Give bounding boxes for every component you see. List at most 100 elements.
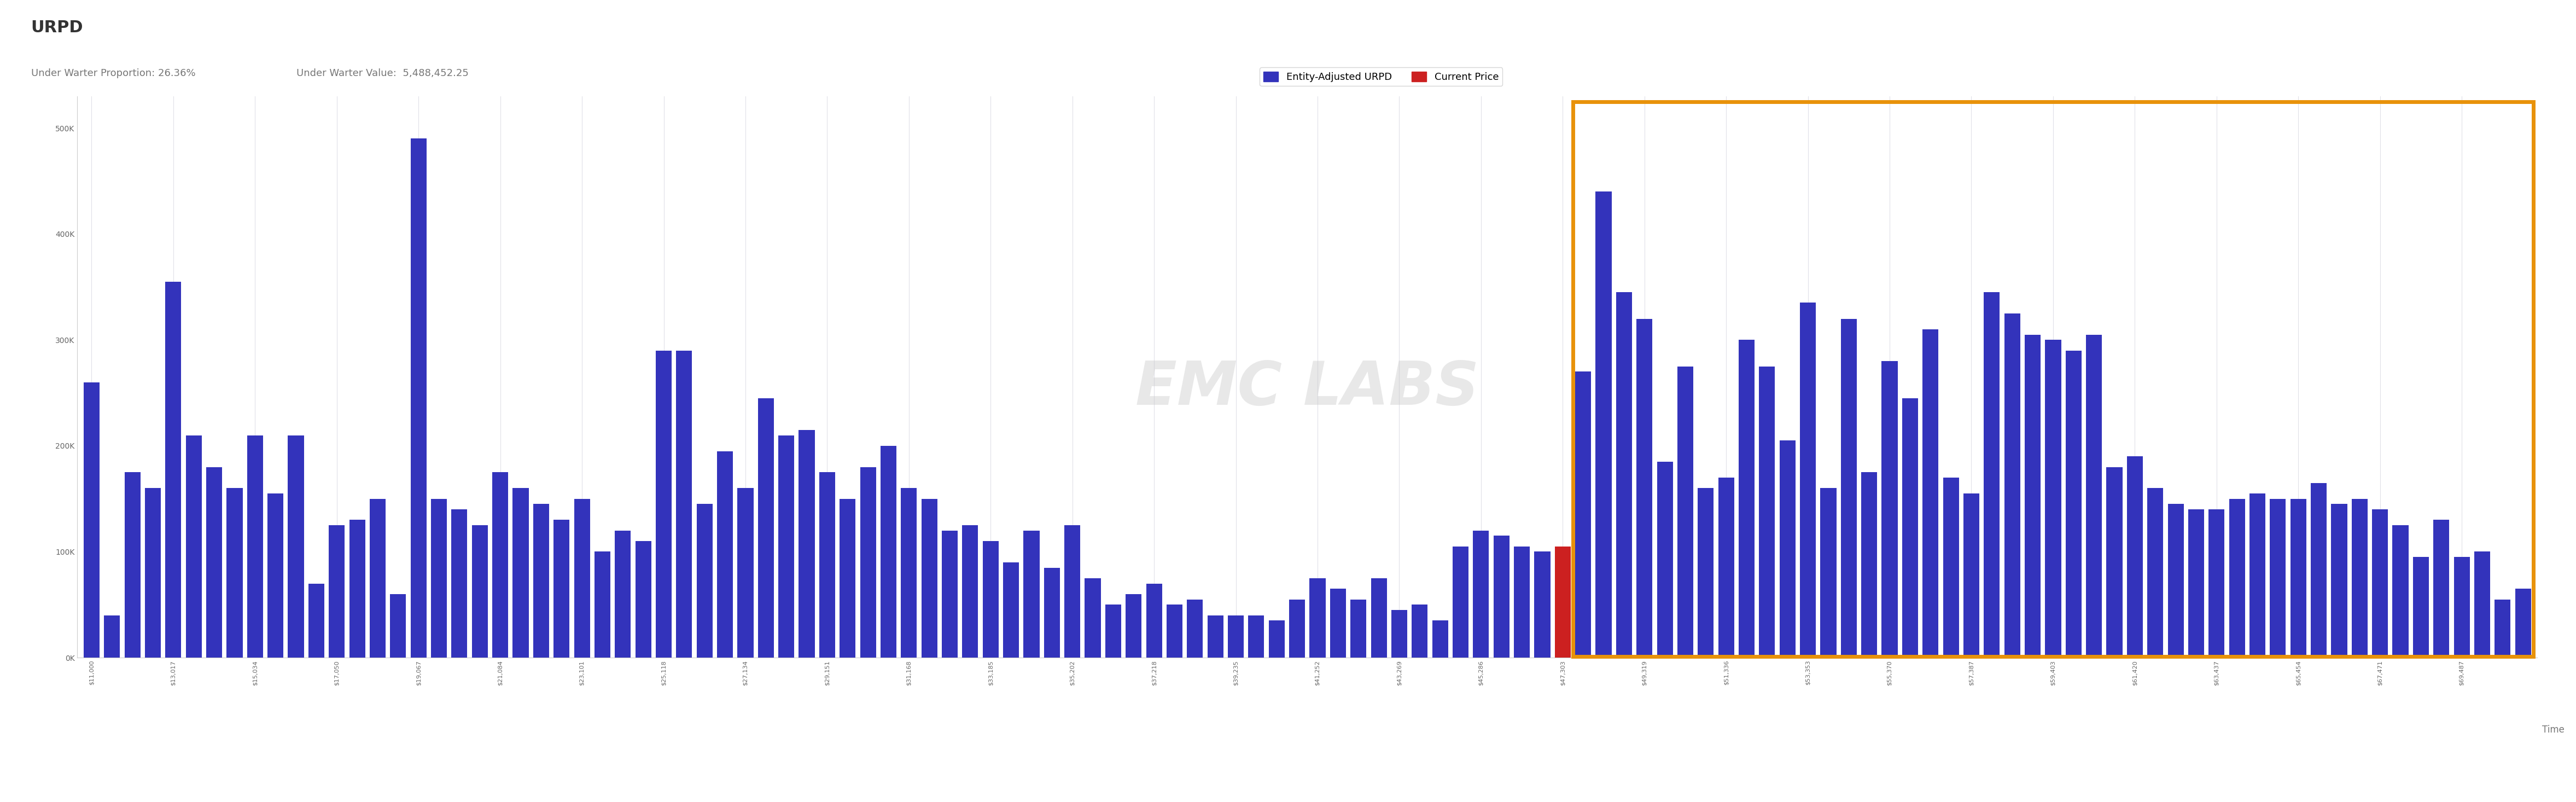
Bar (2352, 499, 2367, 658)
Bar (1862, 472, 1878, 658)
Bar (1595, 192, 1613, 658)
Bar (350, 520, 366, 658)
Bar (2187, 509, 2205, 658)
Bar (1309, 578, 1327, 658)
Bar (1350, 599, 1365, 658)
Bar (554, 520, 569, 658)
Bar (1229, 615, 1244, 658)
Bar (675, 350, 693, 658)
Bar (289, 435, 304, 658)
Bar (881, 446, 896, 658)
Bar (1942, 477, 1958, 658)
Text: Time: Time (2543, 725, 2566, 735)
Bar (1412, 605, 1427, 658)
Bar (778, 435, 793, 658)
Bar (2169, 504, 2184, 658)
Bar (410, 139, 428, 658)
Bar (1084, 578, 1100, 658)
Bar (1105, 605, 1121, 658)
Bar (1963, 493, 1978, 658)
Bar (2269, 499, 2285, 658)
Bar (1677, 367, 1692, 658)
Bar (1126, 594, 1141, 658)
Bar (533, 504, 549, 658)
Bar (165, 282, 180, 658)
Bar (2004, 314, 2020, 658)
Text: Under Warter Proportion: 26.36%: Under Warter Proportion: 26.36% (31, 68, 196, 79)
Bar (471, 525, 487, 658)
Bar (1901, 398, 1919, 658)
Bar (1556, 546, 1571, 658)
Bar (227, 488, 242, 658)
Bar (2045, 340, 2061, 658)
Bar (2025, 334, 2040, 658)
Bar (309, 584, 325, 658)
Text: EMC LABS: EMC LABS (1136, 359, 1479, 417)
Bar (1880, 361, 1899, 658)
Bar (451, 509, 466, 658)
Bar (1636, 318, 1651, 658)
Bar (1698, 488, 1713, 658)
Bar (144, 488, 160, 658)
Bar (595, 552, 611, 658)
Bar (1615, 292, 1633, 658)
Bar (840, 499, 855, 658)
Bar (247, 435, 263, 658)
Bar (1515, 546, 1530, 658)
Bar (2107, 467, 2123, 658)
Bar (2290, 499, 2306, 658)
Bar (1759, 367, 1775, 658)
Bar (1391, 610, 1406, 658)
Bar (696, 504, 714, 658)
Bar (2372, 509, 2388, 658)
Bar (1270, 621, 1285, 658)
Bar (2514, 589, 2532, 658)
Bar (2311, 483, 2326, 658)
Bar (1494, 536, 1510, 658)
Bar (1574, 102, 2532, 657)
Bar (124, 472, 142, 658)
Bar (860, 467, 876, 658)
Bar (1656, 462, 1672, 658)
Bar (185, 435, 201, 658)
Bar (1167, 605, 1182, 658)
Bar (1922, 330, 1940, 658)
Bar (2393, 525, 2409, 658)
Bar (657, 350, 672, 658)
Bar (1208, 615, 1224, 658)
Bar (636, 541, 652, 658)
Bar (268, 493, 283, 658)
Bar (819, 472, 835, 658)
Bar (2087, 334, 2102, 658)
Bar (2148, 488, 2164, 658)
Bar (574, 499, 590, 658)
Bar (1188, 599, 1203, 658)
Bar (981, 541, 999, 658)
Bar (1780, 440, 1795, 658)
Bar (103, 615, 121, 658)
Bar (799, 430, 814, 658)
Bar (943, 531, 958, 658)
Bar (1535, 552, 1551, 658)
Bar (1984, 292, 1999, 658)
Bar (1821, 488, 1837, 658)
Bar (82, 383, 100, 658)
Bar (1043, 568, 1059, 658)
Bar (922, 499, 938, 658)
Bar (2434, 520, 2450, 658)
Bar (1064, 525, 1079, 658)
Bar (206, 467, 222, 658)
Bar (737, 488, 752, 658)
Bar (1842, 318, 1857, 658)
Bar (492, 472, 507, 658)
Bar (2066, 350, 2081, 658)
Bar (2208, 509, 2226, 658)
Bar (757, 398, 773, 658)
Bar (1574, 371, 1592, 658)
Bar (1146, 584, 1162, 658)
Bar (1023, 531, 1041, 658)
Bar (2473, 552, 2491, 658)
Bar (1288, 599, 1306, 658)
Bar (1473, 531, 1489, 658)
Bar (1432, 621, 1448, 658)
